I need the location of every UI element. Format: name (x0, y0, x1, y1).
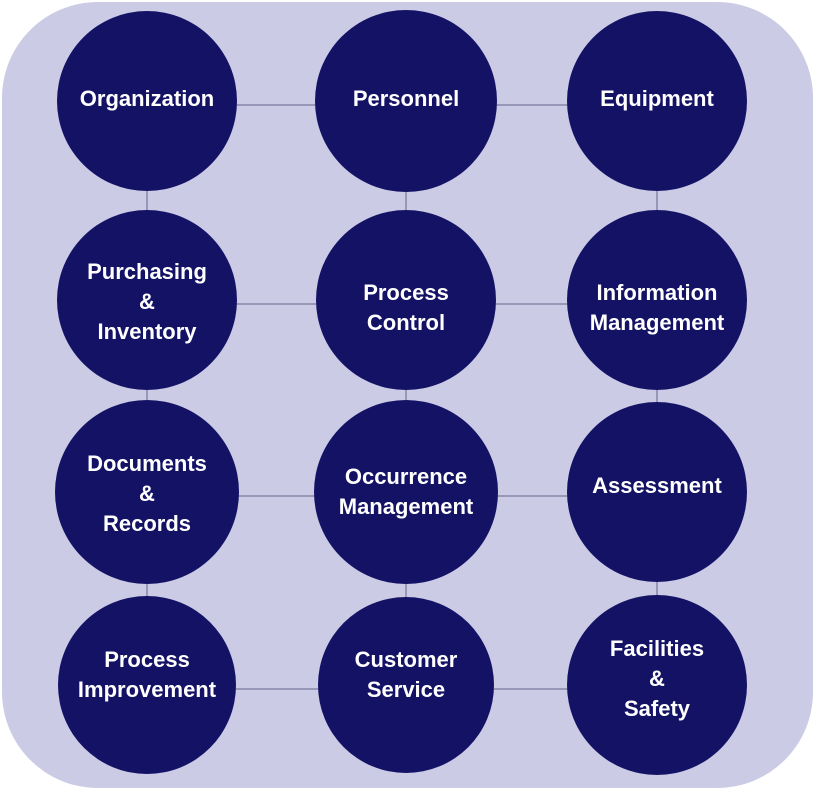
node-process-improvement: Process Improvement (58, 596, 236, 774)
node-label-line: & (649, 666, 665, 691)
node-label: Process Improvement (78, 645, 216, 705)
node-label-line: Information (596, 280, 718, 305)
node-label: Documents & Records (87, 449, 207, 539)
node-label: Process Control (363, 278, 449, 338)
node-label: Purchasing & Inventory (87, 257, 207, 347)
node-customer-service: Customer Service (318, 597, 494, 773)
node-label-line: & (139, 481, 155, 506)
node-label: Information Management (590, 278, 724, 338)
node-label-line: Safety (623, 696, 691, 721)
node-personnel: Personnel (315, 10, 497, 192)
node-label-line: Personnel (352, 86, 460, 111)
node-label: Occurrence Management (339, 462, 473, 522)
node-documents-records: Documents & Records (55, 400, 239, 584)
node-label-line: Occurrence (344, 464, 468, 489)
node-label-line: Facilities (609, 636, 705, 661)
node-assessment: Assessment (567, 402, 747, 582)
node-label-line: Control (366, 310, 446, 335)
node-label-line: Service (366, 677, 446, 702)
node-information-management: Information Management (567, 210, 747, 390)
node-label-line: Customer (354, 647, 458, 672)
node-label-line: Process (363, 280, 449, 305)
node-label-line: Inventory (97, 319, 197, 344)
node-facilities-safety: Facilities & Safety (567, 595, 747, 775)
node-label-line: Improvement (77, 677, 217, 702)
node-label: Equipment (600, 84, 714, 114)
node-organization: Organization (57, 11, 237, 191)
node-label-line: & (139, 289, 155, 314)
node-label: Personnel (353, 84, 459, 114)
node-label-line: Management (589, 310, 725, 335)
node-label-line: Assessment (592, 473, 722, 498)
node-label: Facilities & Safety (610, 634, 704, 724)
node-label-line: Process (104, 647, 190, 672)
node-label-line: Records (102, 511, 192, 536)
node-label: Assessment (592, 471, 722, 501)
node-label-line: Equipment (600, 86, 714, 111)
node-label: Customer Service (355, 645, 458, 705)
node-label-line: Organization (79, 86, 215, 111)
node-equipment: Equipment (567, 11, 747, 191)
node-label-line: Management (338, 494, 474, 519)
node-label-line: Documents (87, 451, 207, 476)
node-label: Organization (80, 84, 214, 114)
node-process-control: Process Control (316, 210, 496, 390)
node-occurrence-management: Occurrence Management (314, 400, 498, 584)
node-purchasing-inventory: Purchasing & Inventory (57, 210, 237, 390)
node-label-line: Purchasing (87, 259, 207, 284)
